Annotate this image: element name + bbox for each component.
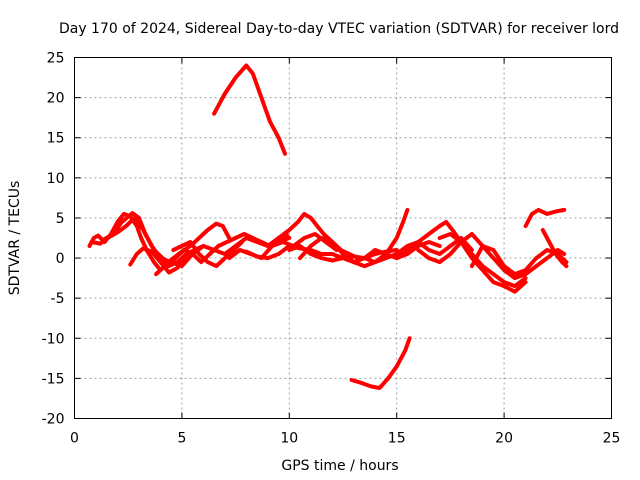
series-track-14 bbox=[298, 236, 442, 265]
series-track-03 bbox=[100, 211, 174, 267]
x-axis-label: GPS time / hours bbox=[281, 458, 398, 474]
series-track-09 bbox=[212, 63, 287, 156]
series-track-18 bbox=[416, 232, 567, 281]
series-track-17 bbox=[394, 220, 528, 289]
series-track-19 bbox=[437, 232, 528, 294]
y-tick-label: -20 bbox=[42, 412, 65, 428]
x-tick-label: 20 bbox=[495, 431, 513, 447]
axis-ticks bbox=[74, 57, 612, 419]
y-tick-label: 25 bbox=[47, 51, 65, 67]
series-track-04 bbox=[128, 246, 197, 275]
x-tick-label: 25 bbox=[603, 431, 621, 447]
x-tick-labels: 0 5 10 15 20 25 bbox=[70, 431, 620, 447]
x-tick-label: 5 bbox=[177, 431, 186, 447]
y-tick-label: 0 bbox=[56, 251, 65, 267]
y-tick-labels: -20 -15 -10 -5 0 5 10 15 20 25 bbox=[42, 51, 65, 428]
y-axis-label: SDTVAR / TECUs bbox=[7, 181, 23, 296]
y-tick-label: -15 bbox=[42, 371, 65, 387]
series-track-21 bbox=[523, 207, 567, 228]
series-track-22 bbox=[540, 228, 569, 269]
series-track-15 bbox=[341, 236, 474, 269]
y-tick-label: 15 bbox=[47, 131, 65, 147]
chart-title: Day 170 of 2024, Sidereal Day-to-day VTE… bbox=[59, 21, 619, 37]
y-tick-label: 5 bbox=[56, 211, 65, 227]
y-tick-label: 20 bbox=[47, 91, 65, 107]
x-tick-label: 0 bbox=[70, 431, 79, 447]
series-track-08 bbox=[171, 240, 244, 269]
x-tick-label: 15 bbox=[388, 431, 406, 447]
series-track-11 bbox=[244, 244, 399, 265]
y-tick-label: -5 bbox=[51, 291, 65, 307]
series-track-16 bbox=[349, 336, 412, 390]
plot-frame bbox=[74, 57, 612, 419]
x-tick-label: 10 bbox=[280, 431, 298, 447]
y-tick-label: 10 bbox=[47, 171, 65, 187]
series-track-13 bbox=[287, 207, 410, 265]
y-tick-label: -10 bbox=[42, 331, 65, 347]
data-series bbox=[87, 63, 569, 390]
